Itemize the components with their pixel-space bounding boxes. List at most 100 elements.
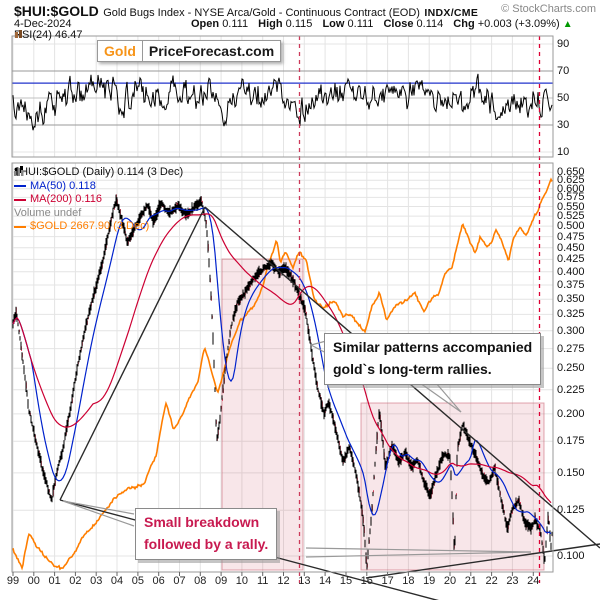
x-axis-year-tick: 03 [90,575,103,587]
rsi-label-row: RSI(24) 46.47 [14,29,82,41]
legend-volume-label: Volume undef [14,206,82,219]
rsi-axis-tick: 90 [557,38,570,50]
rsi-axis-tick: 10 [557,146,570,158]
price-axis-tick: 0.375 [557,279,585,292]
x-axis-year-tick: 15 [339,575,353,587]
close-label: Close [383,18,414,30]
legend-ma200: MA(200) 0.116 [14,193,183,207]
callout-similar-line1: Similar patterns accompanied [333,339,533,355]
x-axis-year-tick: 06 [152,575,165,587]
low-value: 0.111 [347,18,374,30]
high-label: High [258,18,283,30]
x-axis-year-tick: 08 [194,575,207,587]
x-axis-year-tick: 19 [423,575,436,587]
legend-gold: $GOLD 2667.90 (3 Dec) [14,220,183,234]
x-axis-year-tick: 21 [464,575,477,587]
price-axis-tick: 0.575 [557,191,585,204]
gold-line-icon [14,225,26,228]
x-axis-year-tick: 18 [402,575,415,587]
rsi-axis-tick: 70 [557,65,570,77]
callout-small-line1: Small breakdown [144,514,260,530]
up-arrow-icon: ▲ [562,19,573,30]
x-axis-year-tick: 09 [214,575,228,587]
price-axis-tick: 0.450 [557,241,585,254]
open-value: 0.111 [222,18,249,30]
ohlc-values: Open 0.111 High 0.115 Low 0.111 Close 0.… [184,18,573,30]
logo-site-text: PriceForecast.com [148,43,275,59]
indicator-icon [15,30,22,38]
callout-small-breakdown: Small breakdown followed by a rally. [135,508,278,560]
x-axis-year-tick: 20 [443,575,457,587]
price-axis-tick: 0.175 [557,435,585,448]
x-axis-year-tick: 13 [298,575,311,587]
ticker-description: Gold Bugs Index - NYSE Arca/Gold - Conti… [103,7,420,19]
price-axis-tick: 0.650 [557,166,585,179]
x-axis-year-tick: 01 [48,575,61,587]
price-axis-tick: 0.325 [557,308,585,321]
chg-value: +0.003 (+3.09%) [477,18,560,30]
ticker-symbol: $HUI:$GOLD [14,3,99,19]
x-axis-year-tick: 04 [110,575,124,587]
price-axis-tick: 0.350 [557,293,585,306]
callout-small-line2: followed by a rally. [144,536,269,552]
legend-price-label: $HUI:$GOLD (Daily) 0.114 (3 Dec) [14,166,184,178]
x-axis-year-tick: 14 [319,575,332,587]
chg-label: Chg [453,18,475,30]
price-axis-tick: 0.500 [557,220,585,233]
price-axis-tick: 0.600 [557,182,585,195]
exchange-label: INDX/CME [424,7,479,19]
price-axis-tick: 0.150 [557,466,585,479]
close-value: 0.114 [416,18,444,30]
x-axis-year-tick: 99 [6,575,20,587]
price-axis-tick: 0.250 [557,362,585,375]
price-axis-tick: 0.425 [557,253,585,266]
x-axis-year-tick: 23 [506,575,519,587]
callout-similar-patterns: Similar patterns accompanied gold`s long… [324,333,542,385]
legend-gold-label: $GOLD 2667.90 (3 Dec) [30,220,150,232]
ma200-line-icon [14,198,26,201]
low-label: Low [322,18,345,30]
price-axis-tick: 0.275 [557,342,585,355]
x-axis-year-tick: 10 [235,575,249,587]
price-axis-tick: 0.125 [557,504,585,517]
volume-bars-icon [14,168,24,176]
legend-ma50: MA(50) 0.118 [14,180,183,194]
price-axis-tick: 0.300 [557,324,585,337]
legend-volume: Volume undef [14,168,183,221]
x-axis-year-tick: 00 [27,575,40,587]
high-value: 0.115 [285,18,313,30]
ma50-line-icon [14,185,26,188]
x-axis-year-tick: 05 [131,575,144,587]
legend-price: $HUI:$GOLD (Daily) 0.114 (3 Dec) [14,166,183,180]
x-axis-year-tick: 24 [527,575,540,587]
price-axis-tick: 0.400 [557,265,585,278]
x-axis-year-tick: 02 [69,575,82,587]
rsi-axis-tick: 50 [557,92,570,104]
chart-header: © StockCharts.com $HUI:$GOLD Gold Bugs I… [14,3,596,21]
rsi-label: RSI(24) 46.47 [14,29,83,41]
x-axis-year-tick: 07 [173,575,186,587]
goldpriceforecast-logo: Gold PriceForecast.com [97,40,282,62]
quote-date: 4-Dec-2024 [14,18,72,30]
price-axis-tick: 0.225 [557,383,585,396]
x-axis-year-tick: 17 [381,575,394,587]
quote-row: 4-Dec-2024 Open 0.111 High 0.115 Low 0.1… [14,18,596,30]
copyright: © StockCharts.com [501,3,596,15]
x-axis-year-tick: 16 [360,575,373,587]
legend-ma200-label: MA(200) 0.116 [30,193,102,205]
x-axis-year-tick: 12 [277,575,290,587]
main-legend: $HUI:$GOLD (Daily) 0.114 (3 Dec) MA(50) … [14,166,183,234]
open-label: Open [191,18,220,30]
callout-similar-line2: gold`s long-term rallies. [333,361,492,377]
price-axis-tick: 0.475 [557,230,585,243]
price-axis-tick: 0.200 [557,407,585,420]
price-axis-tick: 0.100 [557,550,585,562]
legend-ma50-label: MA(50) 0.118 [30,179,96,192]
rsi-axis-tick: 30 [557,119,570,131]
logo-gold-text: Gold [98,41,143,61]
x-axis-year-tick: 11 [257,575,269,587]
price-axis-tick: 0.525 [557,210,585,223]
x-axis-year-tick: 22 [485,575,498,587]
